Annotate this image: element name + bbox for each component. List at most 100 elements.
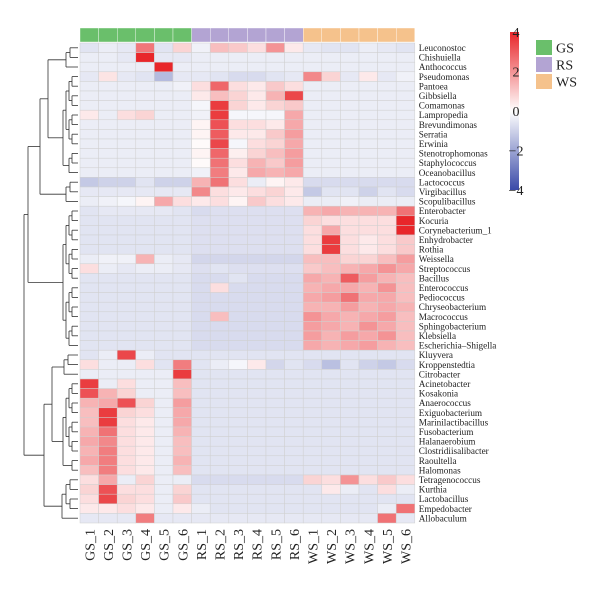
heat-cell bbox=[191, 311, 211, 322]
heat-cell bbox=[79, 397, 99, 409]
heat-cell bbox=[321, 445, 341, 457]
heat-cell bbox=[135, 148, 155, 159]
heat-cell bbox=[98, 503, 118, 514]
heat-cell bbox=[116, 321, 137, 332]
heat-cell bbox=[228, 263, 248, 274]
heat-cell bbox=[340, 426, 360, 437]
heat-cell bbox=[265, 177, 285, 188]
heat-cell bbox=[98, 244, 118, 255]
heat-cell bbox=[265, 388, 285, 399]
heat-cell bbox=[302, 157, 323, 169]
heat-cell bbox=[154, 177, 174, 188]
heat-cell bbox=[228, 244, 248, 255]
heat-cell bbox=[154, 215, 174, 226]
heat-cell bbox=[284, 148, 304, 159]
heat-cell bbox=[135, 263, 155, 274]
heat-cell bbox=[395, 196, 416, 207]
heat-cell bbox=[79, 205, 99, 217]
heat-cell bbox=[358, 465, 378, 476]
heat-cell bbox=[247, 186, 267, 197]
heat-cell bbox=[154, 493, 174, 505]
heat-cell bbox=[247, 225, 267, 236]
heat-cell bbox=[135, 100, 155, 111]
heat-cell bbox=[98, 426, 118, 437]
heat-cell bbox=[191, 119, 211, 130]
heat-cell bbox=[265, 301, 285, 313]
heat-cell bbox=[247, 388, 267, 399]
heat-cell bbox=[154, 52, 174, 63]
heat-cell bbox=[79, 359, 99, 370]
heat-cell bbox=[228, 138, 248, 149]
heat-cell bbox=[209, 244, 230, 255]
heat-cell bbox=[340, 205, 360, 217]
heat-cell bbox=[209, 109, 230, 121]
heat-cell bbox=[98, 215, 118, 226]
heat-cell bbox=[340, 215, 360, 226]
heat-cell bbox=[247, 177, 267, 188]
group-cell-ws_1 bbox=[303, 27, 323, 43]
group-cell-rs_2 bbox=[209, 27, 229, 43]
heat-cell bbox=[135, 292, 155, 303]
heat-cell bbox=[358, 340, 378, 351]
heat-cell bbox=[228, 205, 248, 217]
heat-cell bbox=[302, 292, 323, 303]
heat-cell bbox=[154, 234, 174, 245]
group-cell-gs_3 bbox=[116, 27, 136, 43]
scale-tick-label: 2 bbox=[513, 66, 520, 81]
heat-cell bbox=[116, 407, 137, 418]
heat-cell bbox=[228, 61, 248, 73]
heat-cell bbox=[302, 205, 323, 217]
heat-cell bbox=[302, 484, 323, 495]
heat-cell bbox=[377, 109, 397, 121]
heat-cell bbox=[228, 186, 248, 197]
heat-cell bbox=[191, 253, 211, 265]
heat-cell bbox=[302, 513, 323, 524]
heat-cell bbox=[116, 330, 137, 341]
heat-cell bbox=[116, 311, 137, 322]
heat-cell bbox=[135, 359, 155, 370]
heat-cell bbox=[358, 321, 378, 332]
heat-cell bbox=[340, 52, 360, 63]
heat-cell bbox=[172, 81, 192, 92]
heat-cell bbox=[340, 436, 360, 447]
heat-cell bbox=[247, 349, 267, 361]
heat-cell bbox=[79, 426, 99, 437]
heat-cell bbox=[228, 273, 248, 284]
group-annotation-bar bbox=[79, 27, 416, 43]
heat-cell bbox=[228, 359, 248, 370]
taxon-label: Serratia bbox=[419, 129, 448, 139]
heat-cell bbox=[79, 225, 99, 236]
heat-cell bbox=[191, 397, 211, 409]
heat-cell bbox=[340, 282, 360, 293]
heat-cell bbox=[98, 397, 118, 409]
legend-label-ws: WS bbox=[556, 76, 577, 91]
heat-cell bbox=[358, 225, 378, 236]
heat-cell bbox=[191, 129, 211, 140]
heat-cell bbox=[191, 225, 211, 236]
heat-cell bbox=[284, 282, 304, 293]
heat-cell bbox=[172, 484, 192, 495]
heat-cell bbox=[98, 42, 118, 53]
heat-cell bbox=[265, 81, 285, 92]
heat-cell bbox=[395, 167, 416, 178]
heat-cell bbox=[116, 157, 137, 169]
heat-cell bbox=[116, 52, 137, 63]
taxon-label: Erwinia bbox=[419, 139, 448, 149]
heat-cell bbox=[340, 138, 360, 149]
heat-cell bbox=[98, 349, 118, 361]
heat-cell bbox=[321, 205, 341, 217]
heat-cell bbox=[154, 90, 174, 101]
heat-cell bbox=[284, 61, 304, 73]
legend-swatch-ws bbox=[536, 74, 552, 89]
heat-cell bbox=[284, 397, 304, 409]
heat-cell bbox=[284, 205, 304, 217]
heat-cell bbox=[79, 513, 99, 524]
heat-cell bbox=[358, 71, 378, 82]
heat-cell bbox=[172, 196, 192, 207]
heat-cell bbox=[395, 436, 416, 447]
heat-cell bbox=[377, 397, 397, 409]
heat-cell bbox=[228, 42, 248, 53]
taxon-label: Leuconostoc bbox=[419, 43, 466, 53]
heat-cell bbox=[247, 215, 267, 226]
heat-cell bbox=[395, 90, 416, 101]
